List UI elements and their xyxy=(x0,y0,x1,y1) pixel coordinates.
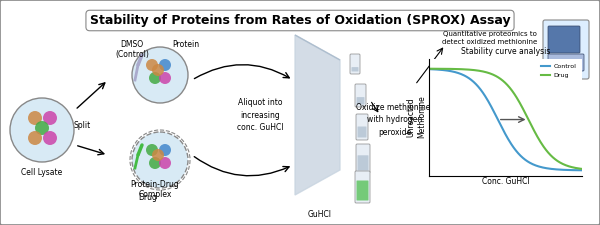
Circle shape xyxy=(149,72,161,84)
Circle shape xyxy=(159,72,171,84)
FancyBboxPatch shape xyxy=(356,180,368,200)
Line: Control: Control xyxy=(429,69,582,170)
Drug xyxy=(466,68,473,71)
FancyBboxPatch shape xyxy=(356,144,370,173)
Circle shape xyxy=(132,132,188,188)
Circle shape xyxy=(159,59,171,71)
Circle shape xyxy=(152,149,164,161)
Text: Quantitative proteomics to
detect oxidized methionine: Quantitative proteomics to detect oxidiz… xyxy=(442,31,538,45)
FancyBboxPatch shape xyxy=(358,126,367,137)
FancyBboxPatch shape xyxy=(356,114,368,140)
FancyBboxPatch shape xyxy=(548,54,584,71)
FancyBboxPatch shape xyxy=(350,54,360,74)
Text: Aliquot into
increasing
conc. GuHCl: Aliquot into increasing conc. GuHCl xyxy=(237,98,283,132)
Text: Oxidize methionines
with hydrogen
peroxide: Oxidize methionines with hydrogen peroxi… xyxy=(356,103,434,137)
Circle shape xyxy=(43,131,57,145)
Circle shape xyxy=(35,121,49,135)
Text: Stability of Proteins from Rates of Oxidation (SPROX) Assay: Stability of Proteins from Rates of Oxid… xyxy=(89,14,511,27)
Drug xyxy=(434,68,442,70)
Circle shape xyxy=(28,111,42,125)
Circle shape xyxy=(159,144,171,156)
Circle shape xyxy=(10,98,74,162)
Control xyxy=(466,77,473,80)
Control xyxy=(425,68,433,70)
FancyBboxPatch shape xyxy=(358,155,368,171)
Drug xyxy=(571,166,578,169)
Drug xyxy=(425,67,433,70)
Drug xyxy=(578,168,586,170)
FancyBboxPatch shape xyxy=(548,26,580,53)
Text: Protein-Drug
Complex: Protein-Drug Complex xyxy=(131,180,179,199)
Text: Split: Split xyxy=(74,121,91,130)
Text: Drug: Drug xyxy=(138,193,157,202)
Title: Stability curve analysis: Stability curve analysis xyxy=(461,47,550,56)
Circle shape xyxy=(159,157,171,169)
Drug xyxy=(454,68,461,70)
Control xyxy=(434,68,442,71)
Drug xyxy=(565,165,572,168)
Circle shape xyxy=(132,47,188,103)
Y-axis label: Unreacted
Methionine: Unreacted Methionine xyxy=(406,96,426,138)
Control xyxy=(578,169,586,172)
FancyBboxPatch shape xyxy=(543,20,589,79)
Control xyxy=(454,71,461,74)
Drug xyxy=(431,68,439,70)
Control xyxy=(571,169,578,171)
Control xyxy=(565,169,572,171)
Polygon shape xyxy=(295,35,340,195)
Circle shape xyxy=(152,64,164,76)
Legend: Control, Drug: Control, Drug xyxy=(539,62,579,81)
FancyBboxPatch shape xyxy=(355,171,370,203)
Control xyxy=(431,68,439,71)
Circle shape xyxy=(43,111,57,125)
Circle shape xyxy=(146,59,158,71)
Circle shape xyxy=(149,157,161,169)
FancyBboxPatch shape xyxy=(355,84,366,107)
FancyBboxPatch shape xyxy=(352,67,359,72)
Text: GuHCl: GuHCl xyxy=(308,210,332,219)
Polygon shape xyxy=(295,35,340,60)
Text: DMSO
(Control): DMSO (Control) xyxy=(115,40,149,59)
Text: Cell Lysate: Cell Lysate xyxy=(22,168,62,177)
Line: Drug: Drug xyxy=(429,69,582,169)
Text: Protein: Protein xyxy=(172,40,199,49)
Circle shape xyxy=(28,131,42,145)
Circle shape xyxy=(146,144,158,156)
FancyBboxPatch shape xyxy=(356,97,365,104)
X-axis label: Conc. GuHCl: Conc. GuHCl xyxy=(482,177,529,186)
